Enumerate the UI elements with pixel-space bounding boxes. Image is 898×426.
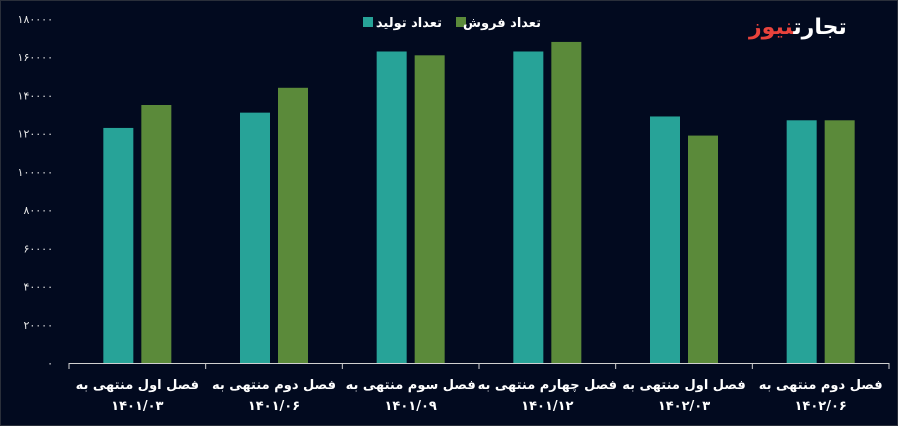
legend: تعداد فروش تعداد تولید [363,16,541,31]
y-tick-label: ۱۴۰۰۰۰ [18,89,53,102]
bar-production [376,51,407,363]
bar-production [240,112,270,364]
bar-sales [141,105,172,363]
bars [103,41,855,364]
y-tick-label: ۰ [47,357,53,370]
x-tick-label: فصل سوم منتهی به [346,378,476,393]
bar-sales [688,135,718,363]
y-tick-label: ۶۰۰۰۰ [23,242,53,255]
bar-production [103,127,134,363]
x-tick-label: ۱۴۰۱/۰۶ [248,399,300,414]
x-tick-label: فصل اول منتهی به [622,378,745,393]
bar-sales [551,41,582,363]
x-tick-label: ۱۴۰۱/۰۹ [384,399,436,414]
x-tick-label: ۱۴۰۲/۰۳ [658,399,710,414]
x-tick-label: فصل چهارم منتهی به [478,378,618,393]
legend-swatch [363,17,373,27]
legend-label: تعداد تولید [376,16,442,31]
y-tick-label: ۱۲۰۰۰۰ [18,128,53,141]
site-logo: تجارتنیوز [749,15,847,40]
y-axis: ۰ ۲۰۰۰۰ ۴۰۰۰۰ ۶۰۰۰۰ ۸۰۰۰۰ ۱۰۰۰۰۰ ۱۲۰۰۰۰ ۱۴۰۰۰۰ ۱… [18,13,53,370]
bar-production [786,120,817,364]
y-tick-label: ۸۰۰۰۰ [23,204,53,217]
y-tick-label: ۱۰۰۰۰۰ [18,166,53,179]
x-tick-label: فصل دوم منتهی به [212,378,336,393]
y-tick-label: ۴۰۰۰۰ [23,281,53,294]
x-tick-label: ۱۴۰۱/۰۳ [111,399,163,414]
y-tick-label: ۲۰۰۰۰ [23,319,53,332]
x-tick-label: فصل دوم منتهی به [759,378,883,393]
x-tick-label: ۱۴۰۲/۰۶ [794,399,846,414]
y-tick-label: ۱۸۰۰۰۰ [18,13,53,26]
bar-sales [414,55,445,364]
bar-production [513,51,544,363]
legend-swatch [456,17,466,27]
x-axis: فصل اول منتهی به ۱۴۰۱/۰۳ فصل دوم منتهی به ۱… [68,363,890,414]
x-tick-label: فصل اول منتهی به [76,378,199,393]
logo-part2: نیوز [749,15,794,40]
bar-sales [278,87,308,364]
y-tick-label: ۱۶۰۰۰۰ [18,51,53,64]
legend-label: تعداد فروش [463,16,541,31]
bar-sales [824,120,855,364]
bar-production [650,116,680,363]
logo-part1: تجارت [793,15,847,40]
x-tick-label: ۱۴۰۱/۱۲ [521,399,573,414]
